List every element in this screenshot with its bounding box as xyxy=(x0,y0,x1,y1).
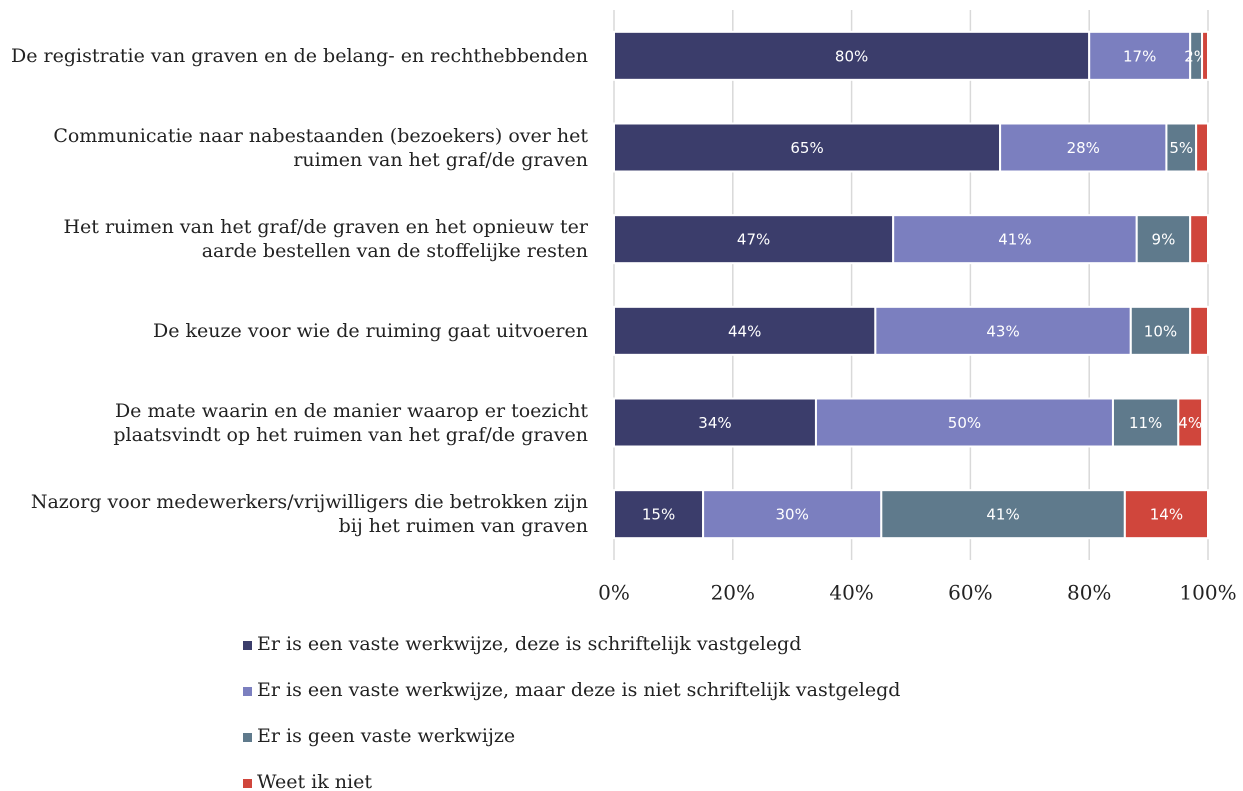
data-label: 43% xyxy=(986,322,1019,340)
bar-segment xyxy=(1201,30,1210,81)
legend-swatch xyxy=(243,779,252,788)
category-label: Nazorg voor medewerkers/vrijwilligers di… xyxy=(30,491,588,538)
bar-segment xyxy=(1123,489,1209,540)
x-tick-label: 40% xyxy=(829,581,873,605)
x-tick-label: 60% xyxy=(948,581,992,605)
category-label: De mate waarin en de manier waarop er to… xyxy=(113,399,588,446)
data-label: 80% xyxy=(835,47,868,65)
data-label: 10% xyxy=(1144,322,1177,340)
data-label: 41% xyxy=(998,231,1031,249)
data-label: 41% xyxy=(986,506,1019,524)
legend-swatch xyxy=(243,733,252,742)
legend-swatch xyxy=(243,641,252,650)
bar-segment xyxy=(1111,397,1180,448)
data-label: 47% xyxy=(737,231,770,249)
data-label: 9% xyxy=(1152,231,1176,249)
legend-label: Er is geen vaste werkwijze xyxy=(257,725,515,747)
category-label: De keuze voor wie de ruiming gaat uitvoe… xyxy=(153,319,588,342)
data-label: 44% xyxy=(728,322,761,340)
bar-segment xyxy=(1189,305,1210,356)
data-label: 28% xyxy=(1067,139,1100,157)
data-label: 4% xyxy=(1178,414,1202,432)
data-label: 34% xyxy=(698,414,731,432)
x-tick-label: 80% xyxy=(1067,581,1111,605)
bar-segment xyxy=(613,214,895,265)
bar-segment xyxy=(999,122,1168,173)
data-label: 30% xyxy=(776,506,809,524)
bar-segment xyxy=(613,489,705,540)
data-label: 50% xyxy=(948,414,981,432)
category-label: Communicatie naar nabestaanden (bezoeker… xyxy=(53,124,588,171)
bar-segment xyxy=(613,397,817,448)
bar-segment xyxy=(1195,122,1209,173)
legend-swatch xyxy=(243,687,252,696)
x-tick-label: 20% xyxy=(711,581,755,605)
x-tick-label: 0% xyxy=(598,581,630,605)
legend-label: Er is een vaste werkwijze, deze is schri… xyxy=(257,633,801,655)
data-label: 5% xyxy=(1169,139,1193,157)
bar-segment xyxy=(874,305,1132,356)
category-label: De registratie van graven en de belang- … xyxy=(11,44,588,67)
legend-label: Weet ik niet xyxy=(257,771,372,791)
category-label: Het ruimen van het graf/de graven en het… xyxy=(63,216,588,263)
legend-label: Er is een vaste werkwijze, maar deze is … xyxy=(257,679,900,701)
bar-segment xyxy=(1177,397,1204,448)
bar-segment xyxy=(1189,214,1210,265)
bar-segment xyxy=(880,489,1126,540)
data-label: 11% xyxy=(1129,414,1162,432)
bar-segment xyxy=(613,30,1091,81)
x-tick-label: 100% xyxy=(1179,581,1236,605)
data-label: 65% xyxy=(790,139,823,157)
data-label: 15% xyxy=(642,506,675,524)
data-label: 14% xyxy=(1150,506,1183,524)
bar-segment xyxy=(702,489,883,540)
data-label: 17% xyxy=(1123,47,1156,65)
